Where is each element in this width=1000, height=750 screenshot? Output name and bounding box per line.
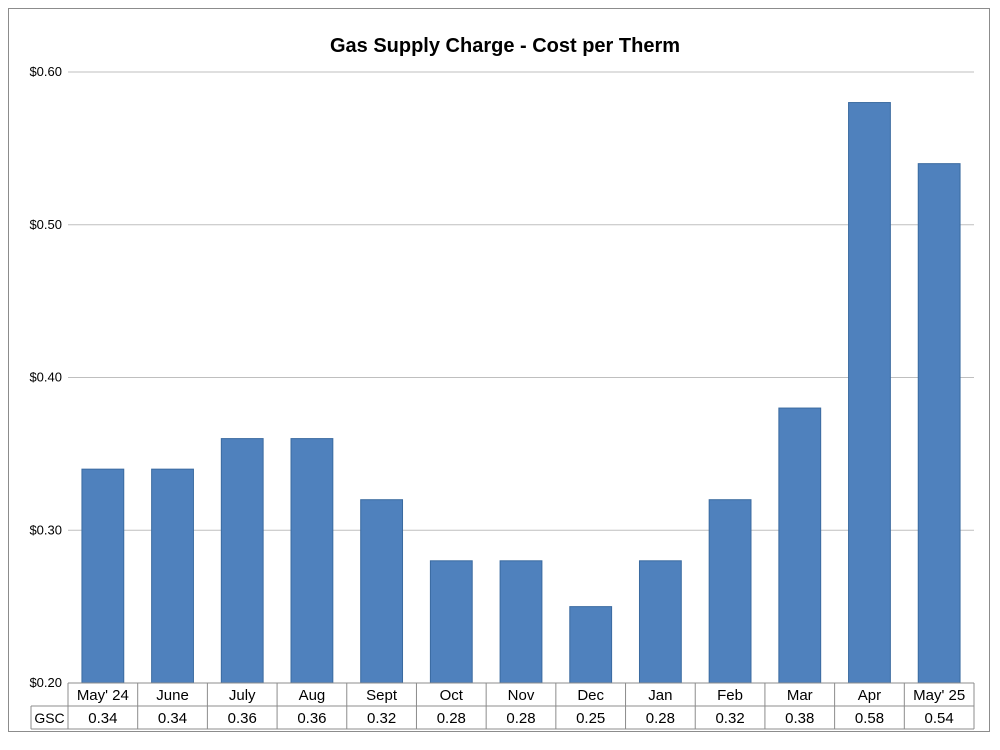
- y-tick-label: $0.30: [29, 522, 62, 537]
- bar: [81, 468, 125, 684]
- data-table-value: 0.34: [88, 710, 117, 727]
- category-label: Aug: [299, 687, 326, 704]
- data-table-value: 0.36: [228, 710, 257, 727]
- data-table-value: 0.34: [158, 710, 187, 727]
- y-axis-ticks: $0.20 $0.30 $0.40 $0.50 $0.60: [29, 64, 62, 690]
- category-label: Nov: [508, 687, 535, 704]
- bar: [151, 468, 194, 684]
- data-table-value: 0.28: [437, 710, 466, 727]
- data-table-value: 0.38: [785, 710, 814, 727]
- series-name: GSC: [34, 710, 64, 726]
- category-label: May' 25: [913, 687, 965, 704]
- bar: [917, 163, 961, 684]
- data-table-value: 0.28: [506, 710, 535, 727]
- category-label: Apr: [858, 687, 881, 704]
- data-table-value: 0.54: [925, 710, 954, 727]
- bars: [81, 102, 961, 684]
- bar: [499, 560, 543, 684]
- category-label: May' 24: [77, 687, 129, 704]
- category-label: Jan: [648, 687, 672, 704]
- category-label: Oct: [440, 687, 464, 704]
- chart-frame: Gas Supply Charge - Cost per Therm $0.20…: [8, 8, 990, 732]
- y-tick-label: $0.20: [29, 675, 62, 690]
- chart-title: Gas Supply Charge - Cost per Therm: [330, 35, 680, 57]
- y-tick-label: $0.40: [29, 370, 62, 385]
- data-table: May' 24 June July Aug Sept Oct Nov Dec Jan Feb Mar…: [30, 682, 975, 730]
- category-label: July: [229, 687, 256, 704]
- bar: [638, 560, 682, 684]
- data-table-value: 0.32: [367, 710, 396, 727]
- bar: [778, 407, 822, 684]
- category-label: June: [156, 687, 189, 704]
- bar: [848, 102, 891, 684]
- data-table-value: 0.25: [576, 710, 605, 727]
- bar: [220, 438, 264, 684]
- bar: [290, 438, 334, 684]
- category-label: Sept: [366, 687, 398, 704]
- bar-chart: Gas Supply Charge - Cost per Therm $0.20…: [29, 35, 975, 730]
- bar: [569, 606, 613, 684]
- y-tick-label: $0.50: [29, 217, 62, 232]
- y-tick-label: $0.60: [29, 64, 62, 79]
- category-label: Mar: [787, 687, 813, 704]
- data-table-value: 0.28: [646, 710, 675, 727]
- bar: [708, 499, 752, 684]
- data-table-value: 0.36: [297, 710, 326, 727]
- category-label: Feb: [717, 687, 743, 704]
- category-label: Dec: [577, 687, 604, 704]
- data-table-value: 0.32: [715, 710, 744, 727]
- data-table-value: 0.58: [855, 710, 884, 727]
- bar: [429, 560, 473, 684]
- bar: [360, 499, 404, 684]
